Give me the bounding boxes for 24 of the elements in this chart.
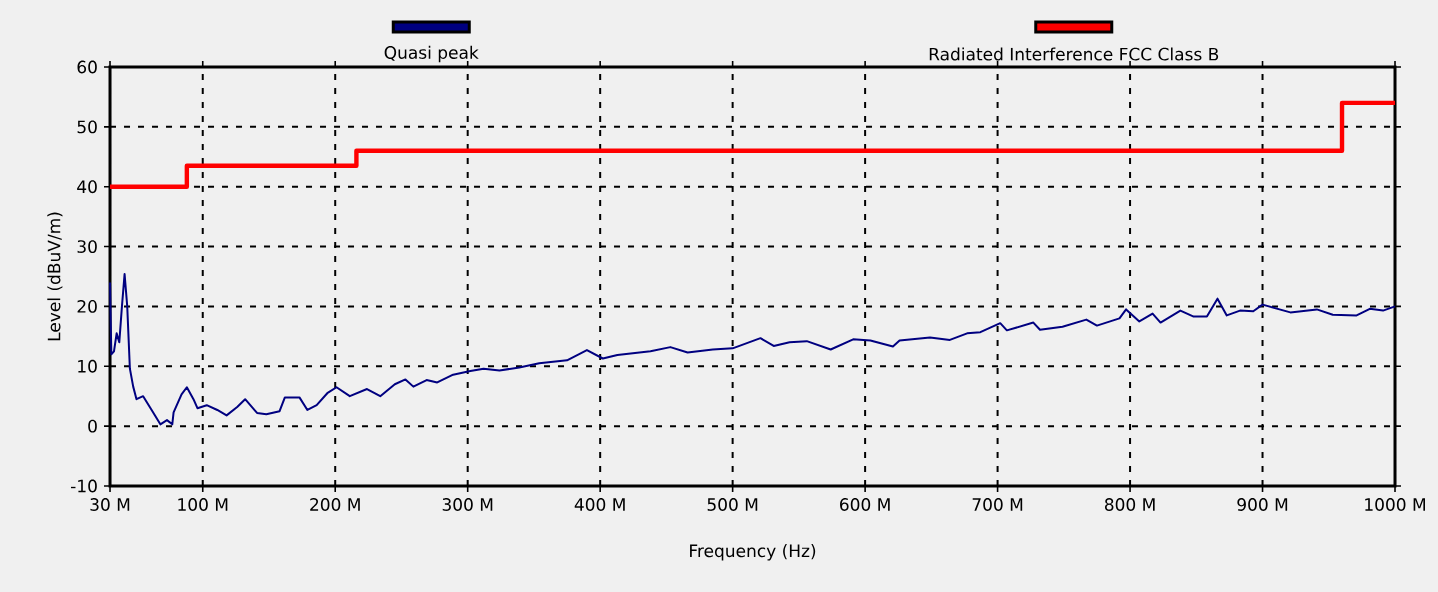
y-tick-label: 20 bbox=[77, 300, 97, 313]
x-tick-label: 1000 M bbox=[1365, 498, 1425, 511]
y-tick-label: 0 bbox=[88, 419, 97, 433]
y-axis-title: Level (dBuV/m) bbox=[47, 212, 63, 341]
x-tick-label: 600 M bbox=[840, 498, 890, 511]
y-tick-label: 50 bbox=[77, 120, 97, 134]
y-tick-label: 60 bbox=[77, 60, 97, 74]
x-tick-label: 500 M bbox=[707, 498, 758, 511]
x-tick-label: 300 M bbox=[442, 498, 493, 511]
x-tick-label: 200 M bbox=[310, 498, 360, 511]
y-tick-label: 10 bbox=[78, 359, 97, 373]
x-tick-label: 30 M bbox=[90, 498, 130, 511]
x-tick-label: 100 M bbox=[178, 498, 228, 511]
x-tick-label: 800 M bbox=[1104, 498, 1155, 511]
y-tick-label: -10 bbox=[71, 479, 97, 493]
x-tick-label: 700 M bbox=[972, 498, 1023, 511]
x-tick-label: 400 M bbox=[574, 498, 625, 511]
y-tick-label: 40 bbox=[77, 180, 97, 194]
x-tick-label: 900 M bbox=[1237, 498, 1288, 511]
y-tick-label: 30 bbox=[77, 240, 97, 254]
x-axis-title: Frequency (Hz) bbox=[690, 544, 816, 561]
legend-label: Radiated Interference FCC Class B bbox=[929, 47, 1219, 61]
legend-label: Quasi peak bbox=[384, 45, 479, 63]
line-series bbox=[109, 273, 1397, 426]
